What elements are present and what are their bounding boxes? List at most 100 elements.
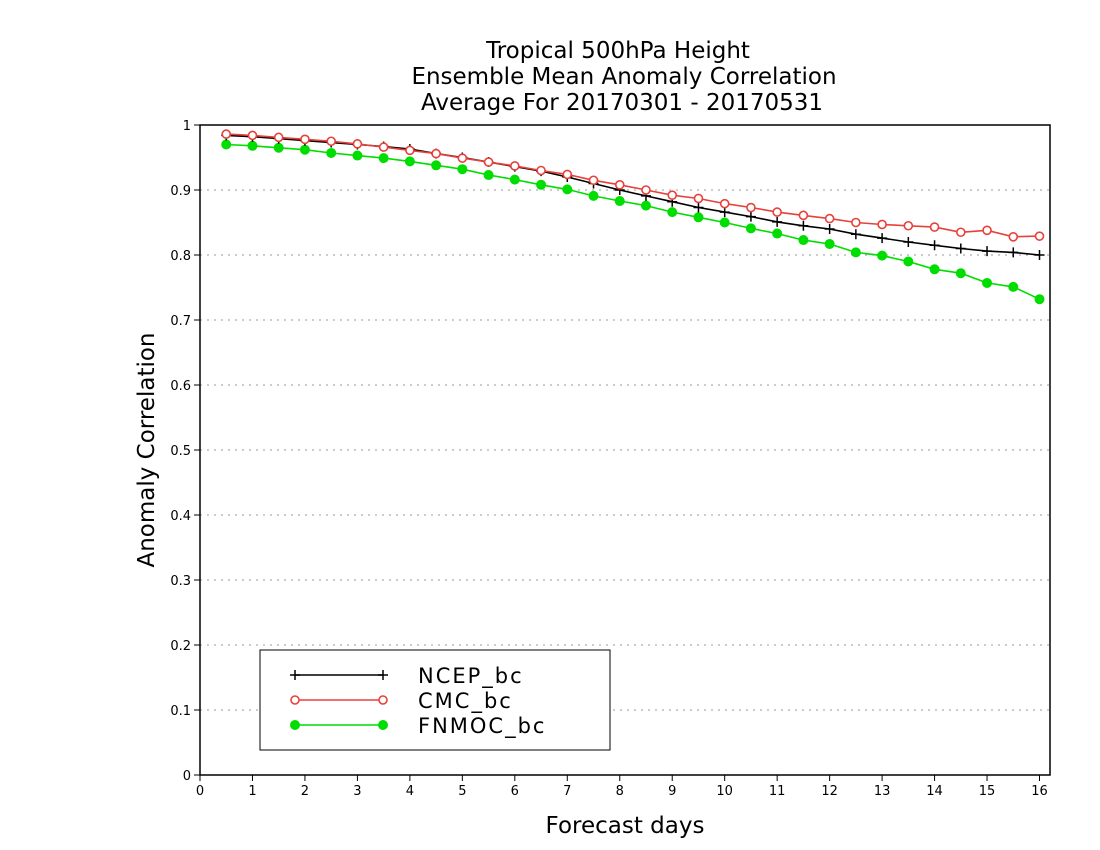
cmc-bc-point (510, 161, 520, 171)
cmc-bc-point (824, 213, 835, 224)
legend-label-fnmoc-bc: FNMOC_bc (418, 714, 546, 739)
cmc-bc-point (982, 225, 992, 236)
fnmoc-bc-point (509, 174, 520, 185)
x-tick-label: 7 (563, 784, 571, 799)
plot-series (221, 129, 1045, 305)
ncep-bc-point (929, 240, 940, 251)
y-tick-label: 0.3 (170, 574, 191, 589)
fnmoc-bc-point (536, 179, 547, 190)
cmc-bc-point (300, 134, 310, 145)
cmc-bc-point (772, 207, 782, 217)
ncep-bc-point (903, 237, 914, 247)
fnmoc-bc-point (824, 238, 835, 249)
y-tick-label: 0.9 (170, 184, 191, 199)
legend-entry-fnmoc-bc: FNMOC_bc (290, 714, 546, 739)
legend-fnmoc-bc-point (378, 720, 388, 730)
cmc-bc-point (693, 193, 704, 204)
fnmoc-bc-point (1008, 281, 1019, 292)
legend-label-cmc-bc: CMC_bc (418, 689, 513, 714)
fnmoc-bc-point (221, 139, 232, 150)
x-tick-label: 5 (458, 784, 466, 799)
x-tick-label: 6 (511, 784, 519, 799)
y-tick-label: 0 (183, 769, 191, 784)
ncep-bc-point (798, 220, 809, 231)
x-tick-label: 15 (979, 784, 996, 799)
x-tick-label: 10 (716, 784, 733, 799)
fnmoc-bc-point (588, 190, 599, 201)
ncep-bc-point (850, 229, 861, 240)
y-tick-label: 0.6 (170, 379, 191, 394)
ncep-bc-point (1034, 250, 1045, 260)
ncep-bc-point (877, 233, 888, 244)
cmc-bc-point (667, 190, 678, 200)
fnmoc-bc-point (404, 156, 415, 167)
fnmoc-bc-point (772, 228, 783, 239)
legend-fnmoc-bc-point (290, 720, 300, 730)
ncep-bc-point (772, 216, 783, 227)
fnmoc-bc-point (982, 277, 993, 288)
y-tick-label: 0.7 (170, 314, 191, 329)
fnmoc-bc-point (562, 184, 573, 195)
cmc-bc-point (746, 202, 756, 213)
cmc-bc-point (588, 175, 599, 186)
legend-cmc-bc-point (290, 695, 300, 705)
cmc-bc-point (562, 169, 573, 180)
y-tick-label: 0.1 (170, 704, 191, 719)
series-line-cmc-bc (226, 133, 1040, 238)
chart-title: Tropical 500hPa Height Ensemble Mean Ano… (411, 38, 836, 116)
fnmoc-bc-point (929, 264, 940, 275)
x-tick-label: 12 (821, 784, 838, 799)
x-tick-label: 14 (926, 784, 943, 799)
series-line-ncep-bc (226, 134, 1040, 256)
fnmoc-bc-point (247, 140, 258, 151)
x-tick-label: 16 (1031, 784, 1048, 799)
fnmoc-bc-point (352, 150, 363, 161)
x-tick-label: 13 (874, 784, 891, 799)
cmc-bc-point (273, 132, 284, 143)
fnmoc-bc-point (457, 164, 468, 175)
y-tick-label: 0.5 (170, 444, 191, 459)
x-tick-label: 1 (248, 784, 256, 799)
legend-ncep-bc-point (378, 670, 388, 680)
fnmoc-bc-point (1034, 294, 1045, 305)
ncep-bc-point (824, 224, 835, 234)
cmc-bc-point (352, 139, 363, 149)
cmc-bc-point (378, 142, 389, 152)
fnmoc-bc-point (326, 147, 337, 158)
ncep-bc-point (955, 243, 966, 254)
fnmoc-bc-point (955, 268, 966, 279)
fnmoc-bc-point (483, 170, 494, 181)
cmc-bc-point (929, 222, 940, 232)
cmc-bc-point (903, 220, 914, 231)
cmc-bc-point (851, 217, 861, 228)
y-tick-label: 0.4 (170, 509, 191, 524)
x-axis-label: Forecast days (546, 813, 705, 839)
cmc-bc-point (614, 180, 625, 190)
ncep-bc-point (745, 211, 756, 222)
chart-title-line-2: Ensemble Mean Anomaly Correlation (411, 64, 836, 90)
cmc-bc-point (431, 148, 441, 159)
fnmoc-bc-point (667, 207, 678, 218)
chart-title-line-3: Average For 20170301 - 20170531 (421, 90, 823, 116)
ncep-bc-point (1008, 247, 1019, 258)
chart-title-line-1: Tropical 500hPa Height (485, 38, 750, 64)
fnmoc-bc-point (877, 250, 888, 261)
fnmoc-bc-point (640, 200, 651, 211)
fnmoc-bc-point (614, 196, 625, 207)
cmc-bc-point (483, 157, 494, 167)
legend-ncep-bc-point (290, 670, 300, 680)
y-tick-label: 1 (183, 119, 191, 134)
fnmoc-bc-point (378, 153, 389, 164)
legend-entry-cmc-bc: CMC_bc (290, 689, 513, 714)
x-tick-label: 0 (196, 784, 204, 799)
fnmoc-bc-point (431, 160, 442, 171)
cmc-bc-point (877, 219, 887, 230)
ncep-bc-point (719, 207, 730, 218)
cmc-bc-point (405, 145, 415, 156)
cmc-bc-point (1034, 231, 1045, 241)
cmc-bc-point (221, 129, 232, 139)
x-tick-label: 8 (616, 784, 624, 799)
fnmoc-bc-point (745, 223, 756, 234)
